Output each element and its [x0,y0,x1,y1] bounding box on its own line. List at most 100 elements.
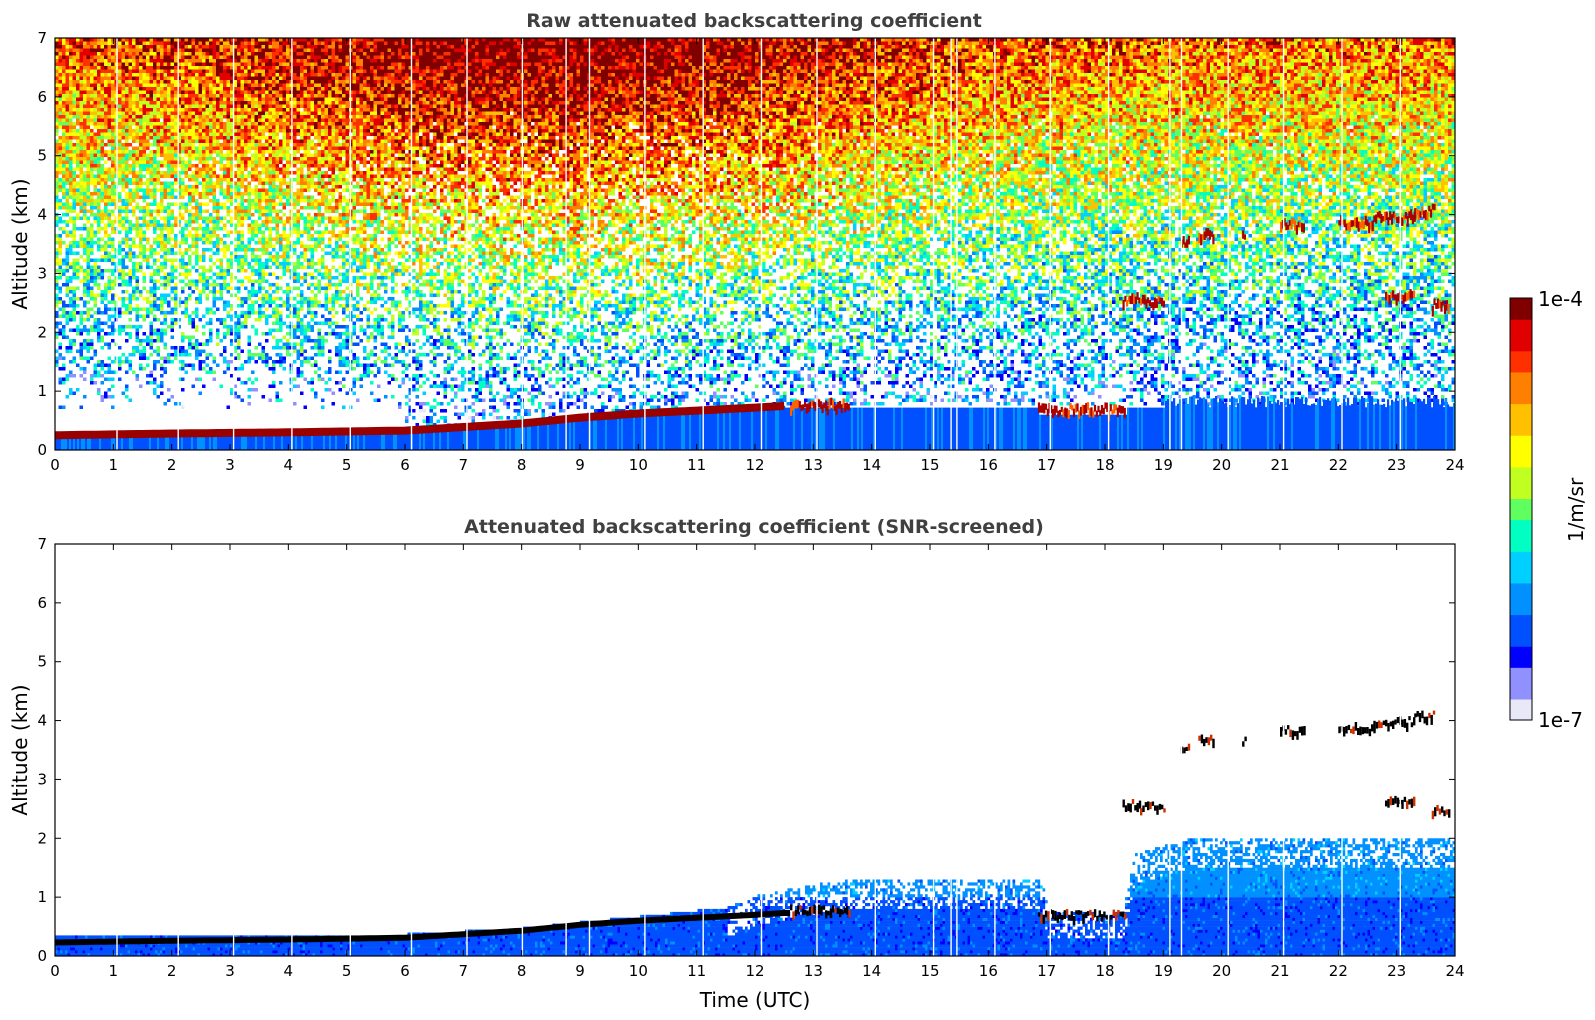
panel-screened-ylabel: Altitude (km) [8,684,32,815]
x-tick-label: 11 [687,456,706,474]
colorbar-step [1510,446,1532,457]
colorbar-step [1510,425,1532,436]
raw-noise-raster [55,38,1455,430]
colorbar-step [1510,298,1532,309]
x-tick-label: 15 [920,456,939,474]
y-tick-label: 5 [37,147,47,165]
panel-screened-plot-area [55,544,1455,956]
x-tick-label: 5 [342,456,352,474]
colorbar-step [1510,372,1532,383]
colorbar-step [1510,625,1532,636]
x-tick-label: 17 [1037,456,1056,474]
x-tick-label: 20 [1212,962,1231,980]
x-tick-label: 9 [575,962,585,980]
x-tick-label: 14 [862,456,881,474]
colorbar-step [1510,667,1532,678]
x-tick-label: 22 [1329,456,1348,474]
x-tick-label: 4 [284,962,294,980]
x-tick-label: 7 [459,962,469,980]
colorbar-step [1510,646,1532,657]
x-tick-label: 7 [459,456,469,474]
colorbar-step [1510,509,1532,520]
y-tick-label: 6 [37,88,47,106]
y-tick-label: 2 [37,323,47,341]
x-tick-label: 24 [1445,962,1464,980]
x-tick-label: 12 [745,456,764,474]
x-tick-label: 5 [342,962,352,980]
x-tick-label: 20 [1212,456,1231,474]
x-tick-label: 23 [1387,962,1406,980]
colorbar-step [1510,361,1532,372]
colorbar-step [1510,530,1532,541]
colorbar-step [1510,593,1532,604]
x-tick-label: 19 [1154,456,1173,474]
x-tick-label: 16 [979,962,998,980]
x-tick-label: 2 [167,962,177,980]
panel-screened-title: Attenuated backscattering coefficient (S… [464,516,1044,538]
x-tick-label: 17 [1037,962,1056,980]
x-tick-label: 3 [225,456,235,474]
x-tick-label: 13 [804,962,823,980]
colorbar-step [1510,551,1532,562]
x-tick-label: 8 [517,456,527,474]
colorbar-step [1510,404,1532,415]
colorbar-step [1510,572,1532,583]
y-tick-label: 7 [37,535,47,553]
panel-raw: Raw attenuated backscattering coefficien… [8,10,1465,474]
x-tick-label: 18 [1095,962,1114,980]
colorbar-min-label: 1e-7 [1538,708,1583,732]
colorbar-step [1510,498,1532,509]
x-tick-label: 2 [167,456,177,474]
colorbar-step [1510,583,1532,594]
panel-raw-ylabel: Altitude (km) [8,178,32,309]
colorbar-step [1510,382,1532,393]
x-tick-label: 4 [284,456,294,474]
colorbar-step [1510,615,1532,626]
x-tick-label: 0 [50,962,60,980]
x-tick-label: 15 [920,962,939,980]
y-tick-label: 1 [37,382,47,400]
x-tick-label: 8 [517,962,527,980]
colorbar-step [1510,604,1532,615]
x-tick-label: 10 [629,456,648,474]
colorbar-gradient [1510,298,1532,721]
x-tick-label: 1 [109,962,119,980]
x-tick-label: 18 [1095,456,1114,474]
y-tick-label: 7 [37,29,47,47]
x-tick-label: 9 [575,456,585,474]
y-tick-label: 4 [37,712,47,730]
colorbar-step [1510,393,1532,404]
colorbar-step [1510,688,1532,699]
x-tick-label: 6 [400,962,410,980]
x-tick-label: 6 [400,456,410,474]
colorbar: 1e-4 1e-7 1/m/sr [1510,287,1588,732]
x-tick-label: 13 [804,456,823,474]
colorbar-unit-label: 1/m/sr [1564,477,1588,542]
panel-raw-plot-area [55,38,1455,450]
x-tick-label: 0 [50,456,60,474]
colorbar-max-label: 1e-4 [1538,287,1583,311]
colorbar-step [1510,351,1532,362]
colorbar-step [1510,330,1532,341]
colorbar-step [1510,319,1532,330]
colorbar-step [1510,414,1532,425]
y-tick-label: 5 [37,653,47,671]
x-tick-label: 19 [1154,962,1173,980]
x-tick-label: 1 [109,456,119,474]
x-tick-label: 21 [1270,962,1289,980]
colorbar-step [1510,678,1532,689]
x-tick-label: 14 [862,962,881,980]
colorbar-step [1510,488,1532,499]
x-tick-label: 23 [1387,456,1406,474]
x-tick-label: 22 [1329,962,1348,980]
colorbar-step [1510,456,1532,467]
x-tick-label: 10 [629,962,648,980]
x-tick-label: 3 [225,962,235,980]
y-tick-label: 0 [37,441,47,459]
y-tick-label: 4 [37,206,47,224]
colorbar-step [1510,340,1532,351]
panel-raw-title: Raw attenuated backscattering coefficien… [526,10,982,32]
colorbar-step [1510,657,1532,668]
x-tick-label: 11 [687,962,706,980]
